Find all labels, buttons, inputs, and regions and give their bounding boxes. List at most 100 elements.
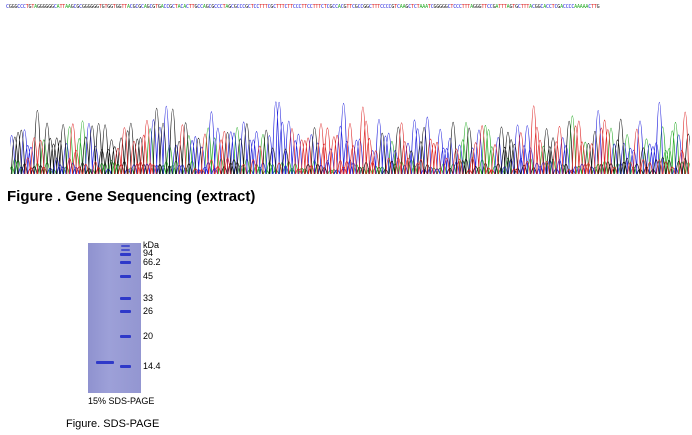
sequence-base: C [231,4,234,10]
sequence-base: C [242,4,246,10]
sequence-base: A [582,4,586,10]
sequence-base: C [396,4,400,10]
sequence-base: C [571,4,575,10]
sequence-base: C [531,4,535,10]
sequence-base: A [126,4,130,10]
sequence-base: T [222,4,226,10]
sequence-base: A [425,4,428,10]
sequence-base: T [281,4,285,10]
sequence-base: T [261,4,265,10]
sequence-base: C [208,4,212,10]
sequence-base: C [458,4,462,10]
sequence-base: C [239,4,243,10]
sequence-base: G [28,4,32,10]
sequence-base: A [495,4,499,10]
sequence-base: C [135,4,139,10]
ladder-band-top [121,249,130,251]
sequence-base: T [59,4,63,10]
sequence-base: C [22,4,26,10]
sequence-base: G [478,4,482,10]
marker-label-94: 94 [143,248,154,258]
gene-sequencing-figure: CGGGCCCTGTAGGGGGGCATTAAGCGCGGGGGGTGTGGTG… [0,0,692,178]
sequence-base: G [45,4,49,10]
sequence-base: T [416,4,420,10]
sequence-base: C [332,4,336,10]
sequence-base: T [461,4,465,10]
sequence-base: T [276,4,279,10]
ladder-band-94 [120,253,131,256]
sequence-base: G [194,4,198,10]
sequence-base: C [20,4,23,10]
sequence-base: A [422,4,426,10]
sequence-base: T [191,4,195,10]
sequence-base: T [323,4,327,10]
sequence-base: T [484,4,487,10]
sequence-base: T [427,4,431,10]
sequence-base: T [25,4,29,10]
sequence-base: T [188,4,192,10]
ladder-band-26 [120,310,131,313]
marker-label-33: 33 [143,293,154,303]
sequence-base: C [284,4,288,10]
ladder-band-top [121,245,130,247]
sequence-base: C [453,4,456,10]
sequence-base: T [98,4,102,10]
sequence-base: C [548,4,552,10]
ladder-band-45 [120,275,131,278]
sequence-base: G [42,4,46,10]
sequence-base: T [512,4,516,10]
sequence-base: A [419,4,423,10]
sequence-base: T [304,4,307,10]
sequence-base: G [439,4,442,10]
sequence-base: A [67,4,71,10]
sequence-base: G [515,4,518,10]
sequence-base: A [56,4,60,10]
sequence-base: A [574,4,577,10]
ladder-band-66-2 [120,261,131,264]
sequence-base: C [565,4,569,10]
sequence-base: G [101,4,105,10]
sequence-base: G [169,4,172,10]
sequence-base: G [14,4,18,10]
sequence-base: A [399,4,403,10]
sequence-base: C [489,4,493,10]
sequence-base: T [290,4,293,10]
sequence-base: C [298,4,302,10]
sequence-base: G [270,4,274,10]
sequence-base: G [146,4,150,10]
sequence-base: A [543,4,546,10]
sequence-base: G [138,4,141,10]
sequence-base: T [278,4,282,10]
sequence-base: T [312,4,316,10]
sequence-base: C [236,4,240,10]
sequence-base: C [186,4,189,10]
sequence-base: G [492,4,496,10]
sequence-base: T [104,4,108,10]
sequence-base: A [576,4,580,10]
sequence-base: G [441,4,445,10]
sequence-base: C [408,4,411,10]
sequence-base: G [596,4,600,10]
sequence-base: A [529,4,532,10]
sequence-base: G [110,4,113,10]
sequence-base: T [520,4,524,10]
sequence-base: C [326,4,330,10]
sequence-base: C [306,4,310,10]
sequence-base: G [405,4,409,10]
sequence-base: C [79,4,82,10]
sequence-base: G [132,4,136,10]
sequence-base: C [588,4,591,10]
sequence-base: C [554,4,558,10]
sequence-base: C [340,4,344,10]
sequence-base: C [486,4,490,10]
sequence-base: C [247,4,251,10]
sequence-base: G [534,4,538,10]
sequence-base: G [90,4,94,10]
sequence-base: C [6,4,9,10]
sequence-base: T [31,4,35,10]
sequence-base: A [470,4,473,10]
sequence-base: A [183,4,186,10]
sequence-base: G [329,4,333,10]
sequencing-caption: Figure . Gene Sequencing (extract) [7,188,256,205]
sequence-base: G [363,4,366,10]
